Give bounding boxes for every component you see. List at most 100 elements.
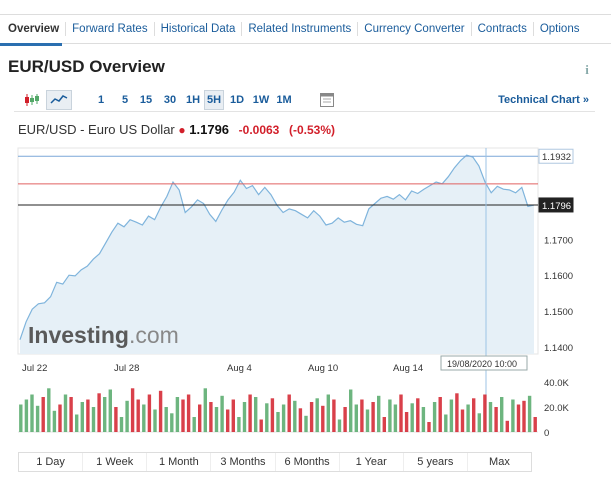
y-tick-label: 1.1400 (544, 343, 573, 354)
volume-bar (181, 399, 185, 432)
tab-related-instruments[interactable]: Related Instruments (241, 22, 357, 36)
volume-bar (226, 409, 230, 432)
volume-bar (52, 410, 57, 433)
volume-bar (270, 398, 275, 433)
volume-bar (147, 394, 152, 432)
range-max[interactable]: Max (466, 453, 531, 471)
volume-bar (533, 417, 537, 432)
volume-bar (103, 397, 107, 432)
volume-bar (343, 407, 347, 432)
volume-bar (237, 417, 241, 432)
tab-contracts[interactable]: Contracts (470, 22, 533, 36)
volume-bar (326, 394, 330, 432)
tab-historical-data[interactable]: Historical Data (153, 22, 242, 36)
volume-bar (242, 402, 247, 432)
volume-bar (30, 394, 34, 432)
interval-5h[interactable]: 5H (204, 90, 224, 110)
x-tick-label: Aug 4 (227, 363, 252, 374)
volume-bar (399, 394, 403, 432)
volume-bar (276, 412, 280, 432)
volume-bar (315, 398, 319, 433)
technical-chart-link[interactable]: Technical Chart » (498, 94, 589, 106)
volume-bar (265, 403, 269, 432)
interval-5[interactable]: 5 (121, 94, 129, 106)
interval-1h[interactable]: 1H (185, 94, 201, 106)
interval-1d[interactable]: 1D (229, 94, 245, 106)
time-range-selector: 1 Day 1 Week 1 Month 3 Months 6 Months 1 Year… (18, 452, 532, 472)
volume-bar (281, 404, 286, 432)
instrument-tabs: Overview Forward Rates Historical Data Rela… (0, 14, 611, 44)
range-1-day[interactable]: 1 Day (36, 456, 65, 468)
volume-bar (170, 413, 174, 433)
interval-1[interactable]: 1 (97, 94, 105, 106)
volume-bar (19, 404, 23, 432)
interval-15[interactable]: 15 (139, 94, 153, 106)
volume-bar (500, 397, 504, 432)
volume-bar (377, 395, 381, 433)
level-tag (538, 148, 574, 164)
volume-bar (86, 399, 90, 432)
volume-bar (427, 422, 431, 432)
volume-tick-label: 40.0K (544, 378, 569, 389)
volume-bar (354, 404, 358, 432)
range-3-months[interactable]: 3 Months (210, 453, 274, 471)
range-1-week[interactable]: 1 Week (82, 453, 146, 471)
volume-bar (136, 399, 140, 432)
volume-bar (438, 397, 442, 432)
x-tick-label: Aug 10 (308, 363, 338, 374)
tab-forward-rates[interactable]: Forward Rates (65, 22, 153, 36)
volume-bar (449, 399, 454, 432)
volume-bar (108, 389, 112, 432)
volume-bar (527, 395, 532, 433)
volume-bar (192, 417, 196, 432)
interval-30[interactable]: 30 (163, 94, 177, 106)
range-6-months[interactable]: 6 Months (274, 453, 339, 471)
range-5-years[interactable]: 5 years (402, 453, 467, 471)
volume-bar (214, 407, 219, 432)
area-chart-icon[interactable] (46, 90, 72, 110)
volume-bar (47, 388, 51, 433)
volume-bar (410, 403, 414, 432)
interval-1m[interactable]: 1M (276, 94, 292, 106)
volume-bar (203, 388, 207, 433)
volume-bar (119, 417, 124, 432)
volume-bar (494, 407, 498, 432)
volume-bar (444, 414, 448, 432)
range-1-month[interactable]: 1 Month (146, 453, 210, 471)
interval-1w[interactable]: 1W (252, 94, 270, 106)
volume-bar (360, 399, 364, 432)
volume-bar (298, 408, 303, 433)
volume-bar (220, 395, 224, 433)
volume-bar (259, 419, 263, 432)
candlestick-icon[interactable] (22, 90, 42, 110)
range-1-year[interactable]: 1 Year (338, 453, 403, 471)
volume-bar (309, 402, 314, 432)
calendar-icon[interactable] (316, 90, 338, 110)
page-title: EUR/USD Overview (8, 57, 165, 76)
volume-bar (75, 414, 79, 432)
last-price: 1.1796 (189, 122, 230, 137)
level-tag-label: 1.1932 (542, 152, 571, 163)
volume-bar (130, 388, 135, 433)
volume-tick-label: 20.0K (544, 403, 569, 414)
volume-bar (231, 399, 235, 432)
tab-options[interactable]: Options (532, 22, 586, 36)
price-change-percent: (-0.53%) (288, 123, 335, 137)
volume-bar (460, 409, 465, 432)
x-tick-label: Aug 14 (393, 363, 423, 374)
volume-bar (321, 405, 325, 433)
tab-overview[interactable]: Overview (8, 23, 60, 35)
volume-bar (332, 399, 336, 432)
info-icon[interactable]: i (585, 62, 589, 77)
volume-bar (522, 400, 526, 433)
volume-bar (254, 397, 258, 432)
active-tab-indicator (0, 43, 62, 46)
volume-bar (41, 397, 45, 432)
volume-bar (97, 393, 101, 433)
volume-bar (505, 420, 509, 433)
volume-bar (477, 413, 481, 433)
volume-bar (421, 407, 426, 432)
tab-currency-converter[interactable]: Currency Converter (357, 22, 470, 36)
volume-bar (69, 397, 73, 432)
